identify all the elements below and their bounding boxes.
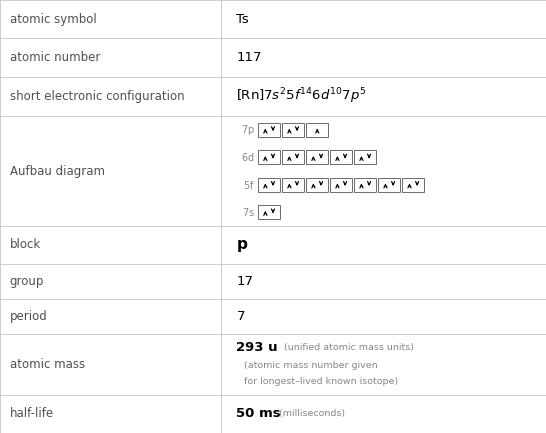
Text: $\mathit{5}$f: $\mathit{5}$f <box>243 179 255 191</box>
Text: half-life: half-life <box>10 407 54 420</box>
Bar <box>306 123 328 137</box>
Text: (milliseconds): (milliseconds) <box>276 409 346 418</box>
Text: short electronic configuration: short electronic configuration <box>10 90 185 103</box>
Bar <box>306 178 328 191</box>
Bar <box>258 205 280 219</box>
Bar <box>258 150 280 164</box>
Bar <box>354 150 376 164</box>
Text: 117: 117 <box>236 51 262 64</box>
Text: 17: 17 <box>236 275 253 288</box>
Bar <box>330 178 352 191</box>
Bar <box>330 150 352 164</box>
Text: group: group <box>10 275 44 288</box>
Text: $\mathit{7}$s: $\mathit{7}$s <box>242 206 255 218</box>
Bar <box>402 178 424 191</box>
Text: atomic number: atomic number <box>10 51 100 64</box>
Text: 293 u: 293 u <box>236 341 278 354</box>
Bar <box>282 123 304 137</box>
Text: atomic symbol: atomic symbol <box>10 13 97 26</box>
Text: (unified atomic mass units): (unified atomic mass units) <box>281 343 414 352</box>
Bar <box>282 150 304 164</box>
Text: 50 ms: 50 ms <box>236 407 281 420</box>
Text: $\mathit{7}$p: $\mathit{7}$p <box>241 123 255 137</box>
Text: $\mathit{6}$d: $\mathit{6}$d <box>241 151 255 163</box>
Text: 7: 7 <box>236 310 245 323</box>
Text: period: period <box>10 310 48 323</box>
Text: atomic mass: atomic mass <box>10 358 85 371</box>
Text: p: p <box>236 237 247 252</box>
Bar <box>378 178 400 191</box>
Text: (atomic mass number given: (atomic mass number given <box>244 361 378 370</box>
Bar <box>258 178 280 191</box>
Text: Aufbau diagram: Aufbau diagram <box>10 165 105 178</box>
Bar <box>354 178 376 191</box>
Text: $\rm [Rn]7\mathit{s}^2 5\mathit{f}^{14}6\mathit{d}^{10}7\mathit{p}^5$: $\rm [Rn]7\mathit{s}^2 5\mathit{f}^{14}6… <box>236 87 367 106</box>
Text: Ts: Ts <box>236 13 249 26</box>
Text: for longest–lived known isotope): for longest–lived known isotope) <box>244 377 398 386</box>
Bar <box>282 178 304 191</box>
Bar <box>258 123 280 137</box>
Text: block: block <box>10 239 41 252</box>
Bar <box>306 150 328 164</box>
